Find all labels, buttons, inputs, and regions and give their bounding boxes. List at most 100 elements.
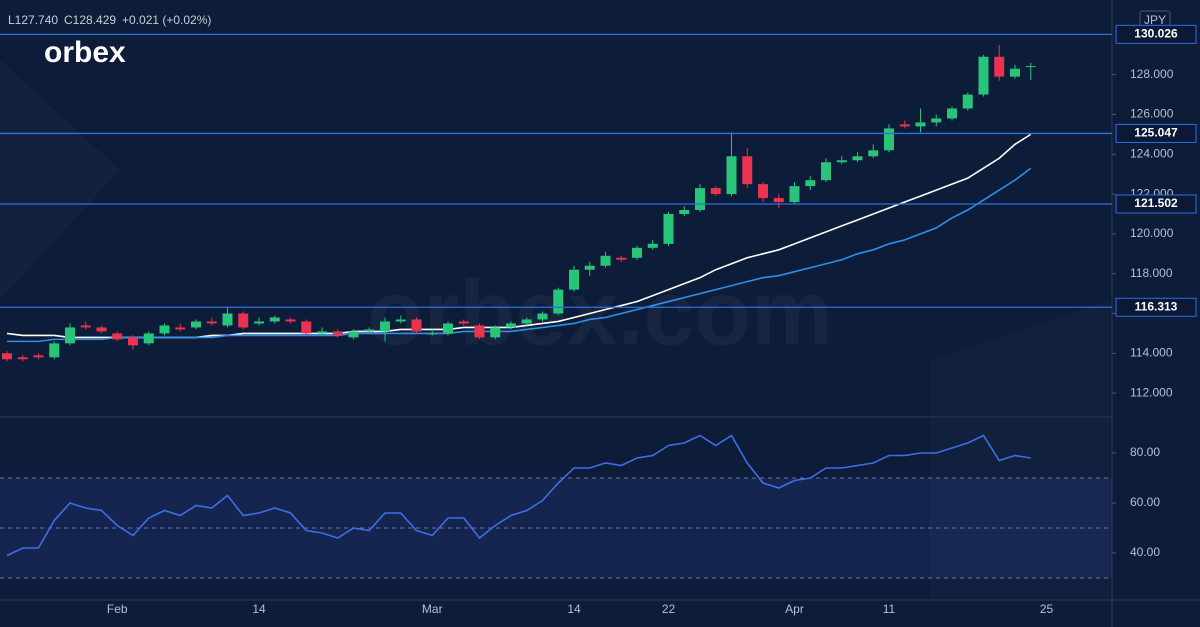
candle-body [222, 313, 233, 326]
candle-body [159, 325, 170, 334]
candle-body [254, 321, 264, 324]
candle-body [317, 331, 327, 334]
close-value: C128.429 [64, 13, 116, 27]
y-tick-label: 114.000 [1130, 345, 1173, 359]
y-tick-label: 124.000 [1130, 146, 1174, 160]
candle-body [2, 353, 12, 360]
candle-body [821, 162, 831, 181]
y-tick-label: 80.00 [1130, 445, 1160, 459]
level-label: 116.313 [1135, 299, 1178, 313]
low-value: L127.740 [8, 13, 58, 27]
candle-body [695, 188, 705, 211]
candle-body [663, 213, 674, 244]
candle-body [49, 343, 60, 358]
candle-body [206, 321, 217, 324]
logo: orbex [44, 36, 126, 69]
candle-body [506, 323, 516, 328]
x-tick-label: 22 [662, 602, 676, 616]
candle-body [380, 321, 390, 332]
candle-body [647, 243, 658, 248]
candle-body [474, 325, 485, 338]
candle-body [789, 186, 800, 203]
y-tick-label: 60.00 [1130, 495, 1160, 509]
candle-body [868, 150, 879, 157]
level-label: 121.502 [1134, 196, 1178, 210]
candle-body [805, 180, 816, 187]
candle-body [852, 156, 863, 161]
rsi-line [6, 434, 1031, 557]
candle-body [742, 156, 753, 185]
candle-body [710, 188, 721, 195]
candle-body [521, 319, 532, 324]
candle-body [17, 357, 28, 360]
change-value: +0.021 (+0.02%) [122, 13, 211, 27]
candle-body [553, 289, 564, 314]
candle-body [758, 184, 768, 199]
candle-body [285, 319, 296, 322]
y-tick-label: 112.000 [1130, 385, 1173, 399]
level-label: 125.047 [1134, 126, 1178, 140]
candle-body [128, 337, 138, 346]
candle-body [269, 317, 280, 322]
candle-body [175, 327, 186, 330]
candle-body [364, 329, 375, 332]
currency: JPY [1144, 13, 1166, 27]
candle-body [191, 321, 201, 328]
x-tick-label: Apr [785, 602, 804, 616]
candle-body [301, 321, 312, 334]
candle-body [962, 94, 973, 109]
candle-body [427, 333, 438, 335]
y-tick-label: 128.000 [1130, 67, 1174, 81]
x-tick-label: 14 [567, 602, 581, 616]
candle-body [584, 265, 595, 270]
candle-body [458, 321, 469, 324]
candle-body [931, 118, 942, 123]
candle-body [884, 128, 894, 151]
candle-body [1025, 66, 1036, 68]
x-tick-label: 14 [252, 602, 266, 616]
level-label-box [1115, 297, 1197, 317]
candle-body [112, 333, 123, 340]
candle-body [994, 56, 1005, 77]
level-label-box [1115, 24, 1197, 44]
moving-average [7, 167, 1032, 343]
candle-body [411, 319, 422, 332]
candle-body [143, 333, 154, 344]
x-tick-label: Feb [107, 602, 128, 616]
candle-body [947, 108, 957, 119]
candle-body [726, 156, 737, 195]
candle-body [773, 198, 784, 203]
candle-body [679, 210, 690, 214]
candle-body [33, 355, 44, 358]
candle-body [978, 56, 989, 95]
candle-body [1010, 68, 1020, 77]
x-tick-label: 11 [883, 602, 896, 616]
level-label-box [1115, 194, 1197, 214]
x-tick-label: Mar [422, 602, 443, 616]
level-label-box [1115, 123, 1197, 143]
y-tick-label: 118.000 [1130, 266, 1173, 280]
candle-body [836, 160, 847, 163]
candle-body [238, 313, 249, 328]
candle-body [96, 327, 107, 332]
candle-body [332, 331, 343, 336]
candle-body [899, 124, 910, 127]
candle-body [537, 313, 548, 320]
candle-body [569, 269, 579, 290]
y-tick-label: 40.00 [1130, 545, 1160, 559]
level-label: 130.026 [1134, 27, 1178, 41]
candle-body [915, 122, 926, 127]
candle-body [65, 327, 75, 344]
candle-body [490, 327, 501, 338]
x-tick-label: 25 [1040, 602, 1054, 616]
y-tick-label: 126.000 [1130, 107, 1174, 121]
candle-body [616, 257, 627, 260]
candle-body [395, 319, 406, 322]
candle-body [348, 331, 359, 338]
candle-body [80, 325, 91, 328]
y-tick-label: 120.000 [1130, 226, 1174, 240]
candle-body [632, 247, 642, 258]
candle-body [443, 323, 453, 334]
